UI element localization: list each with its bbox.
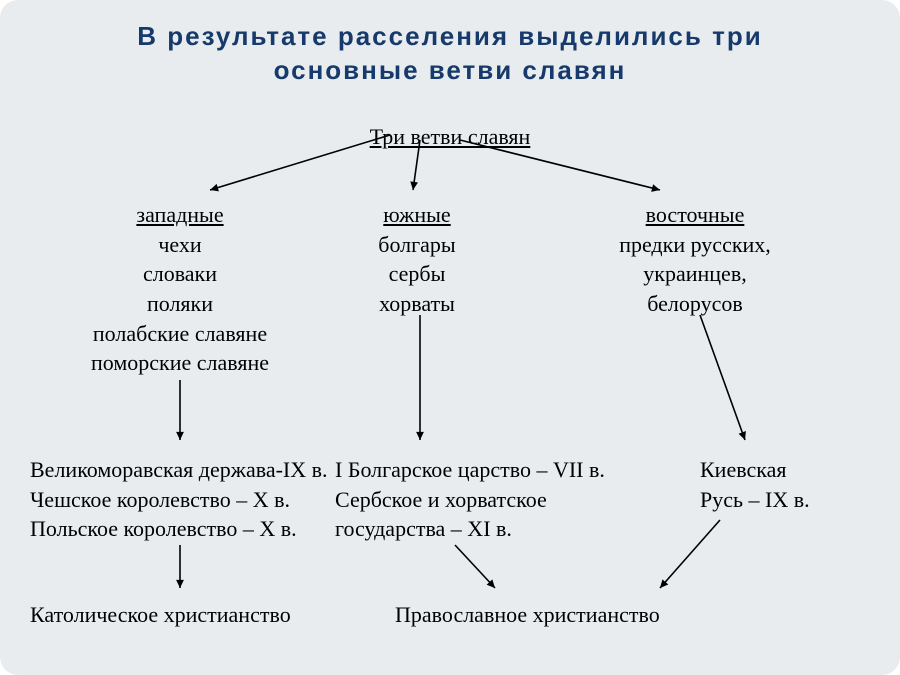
south-state-0: I Болгарское царство – VII в. [335,457,605,482]
south-people-2: хорваты [379,291,455,316]
branch-south-states: I Болгарское царство – VII в. Сербское и… [335,455,605,544]
south-state-2: государства – XI в. [335,516,512,541]
west-people-2: поляки [147,291,213,316]
branch-west-header: западные [136,202,223,227]
west-state-0: Великоморавская держава-IX в. [30,457,328,482]
title-line-1: В результате расселения выделились три [137,21,762,51]
slide-title: В результате расселения выделились три о… [0,20,900,88]
west-state-1: Чешское королевство – X в. [30,487,290,512]
west-people-0: чехи [158,232,201,257]
branch-east-header: восточные [646,202,745,227]
branch-west-states: Великоморавская держава-IX в. Чешское ко… [30,455,328,544]
branch-south-religion: Православное христианство [395,600,660,630]
east-state-1: Русь – IX в. [700,487,810,512]
branch-south-header: южные [383,202,450,227]
east-people-0: предки русских, [619,232,771,257]
west-state-2: Польское королевство – X в. [30,516,297,541]
east-state-0: Киевская [700,457,786,482]
west-people-4: поморские славяне [91,350,269,375]
slide-container: В результате расселения выделились три о… [0,0,900,675]
branch-west-religion: Католическое христианство [30,600,291,630]
east-people-2: белорусов [647,291,743,316]
west-people-3: полабские славяне [93,321,267,346]
south-state-1: Сербское и хорватское [335,487,547,512]
branch-east: восточные предки русских, украинцев, бел… [495,200,895,319]
east-people-1: украинцев, [643,261,746,286]
root-label: Три ветви славян [370,124,531,149]
west-religion-text: Католическое христианство [30,602,291,627]
root-node: Три ветви славян [250,122,650,152]
branch-east-states: Киевская Русь – IX в. [700,455,810,514]
title-line-2: основные ветви славян [274,55,627,85]
south-people-1: сербы [389,261,446,286]
south-people-0: болгары [378,232,455,257]
south-religion-text: Православное христианство [395,602,660,627]
west-people-1: словаки [143,261,217,286]
